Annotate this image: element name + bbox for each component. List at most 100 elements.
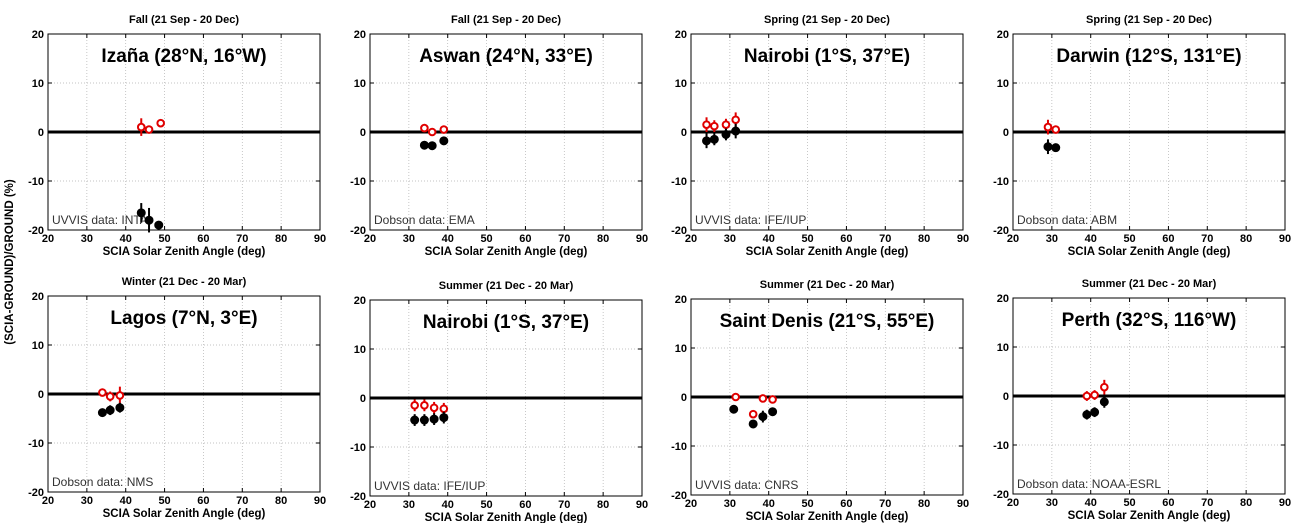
data-point [439,125,449,134]
x-tick-label: 90 [957,233,969,245]
data-point [144,125,154,134]
x-tick-label: 20 [42,233,54,245]
x-axis-label: SCIA Solar Zenith Angle (deg) [103,246,266,258]
x-tick-label: 70 [879,233,891,245]
data-point [136,122,146,132]
data-point [768,407,778,417]
panel-1: 20 30 40 50 60 70 80 90 20 10 0 -10 -20 Fall (21 Sep … [28,14,326,258]
x-tick-label: 40 [763,233,775,245]
station-title: Izaña (28°N, 16°W) [101,46,266,67]
x-tick-label: 90 [636,233,648,245]
y-tick-label: 0 [681,392,687,404]
x-tick-label: 50 [480,233,492,245]
y-tick-label: 10 [997,78,1009,90]
x-tick-label: 60 [1162,497,1174,509]
y-tick-label: -10 [671,176,687,188]
x-tick-label: 50 [1123,497,1135,509]
station-title: Aswan (24°N, 33°E) [419,46,593,67]
y-tick-label: -10 [28,438,44,450]
data-point [136,208,146,218]
y-tick-label: -10 [671,441,687,453]
data-point [105,392,115,401]
data-point [420,401,429,410]
panel-5: 20 30 40 50 60 70 80 90 20 10 0 -10 -20 Winter (21 De… [28,276,326,520]
x-tick-label: 70 [1201,497,1213,509]
data-series-2 [729,404,778,429]
panel-3: 20 30 40 50 60 70 80 90 20 10 0 -10 -20 Spring (21 Se… [671,14,969,258]
data-source-note: Dobson data: NOAA-ESRL [1017,477,1161,491]
data-series-2 [136,203,164,233]
y-tick-label: -10 [350,176,366,188]
x-axis-label: SCIA Solar Zenith Angle (deg) [746,246,909,258]
y-tick-label: 20 [354,295,366,307]
data-point [419,415,429,425]
data-series-1 [1082,379,1109,401]
x-tick-label: 90 [314,233,326,245]
season-title: Fall (21 Sep - 20 Dec) [129,14,239,26]
data-point [105,405,115,415]
y-tick-label: -20 [350,491,366,503]
data-point [729,404,739,414]
y-tick-label: 0 [681,127,687,139]
y-tick-label: 20 [675,294,687,306]
panel-8: 20 30 40 50 60 70 80 90 20 10 0 -10 -20 Summer (21 De… [993,278,1291,522]
data-point [427,127,437,137]
y-tick-label: 20 [675,29,687,41]
data-point [710,121,719,131]
x-tick-label: 60 [197,233,209,245]
data-point [721,129,731,139]
data-point [748,419,758,429]
data-series-2 [97,402,125,418]
y-tick-label: 20 [997,293,1009,305]
y-tick-label: -20 [671,490,687,502]
x-axis-label: SCIA Solar Zenith Angle (deg) [1068,510,1231,522]
x-tick-label: 20 [1007,497,1019,509]
x-tick-label: 20 [685,233,697,245]
data-point [731,126,741,136]
x-tick-label: 60 [197,495,209,507]
x-axis-label: SCIA Solar Zenith Angle (deg) [425,512,588,523]
x-axis-label: SCIA Solar Zenith Angle (deg) [425,246,588,258]
y-tick-label: 0 [1003,391,1009,403]
data-point [410,415,420,425]
station-title: Saint Denis (21°S, 55°E) [720,311,935,332]
x-tick-label: 80 [918,233,930,245]
data-series-2 [419,136,449,151]
x-tick-label: 60 [840,233,852,245]
x-tick-label: 80 [1240,497,1252,509]
y-tick-label: -10 [350,442,366,454]
x-tick-label: 60 [519,499,531,511]
data-point [429,403,439,413]
y-tick-label: -10 [993,176,1009,188]
panel-4: 20 30 40 50 60 70 80 90 20 10 0 -10 -20 Spring (21 Se… [993,14,1291,258]
y-tick-label: -20 [28,225,44,237]
data-point [702,136,712,146]
x-axis-label: SCIA Solar Zenith Angle (deg) [746,511,909,523]
y-tick-label: 10 [354,78,366,90]
season-title: Summer (21 Dec - 20 Mar) [439,280,574,292]
data-point [439,404,449,414]
x-tick-label: 50 [801,233,813,245]
data-series-1 [1043,119,1061,135]
data-point [1043,142,1053,152]
x-tick-label: 20 [1007,233,1019,245]
y-tick-label: 20 [354,29,366,41]
x-tick-label: 90 [314,495,326,507]
season-title: Winter (21 Dec - 20 Mar) [122,276,247,288]
figure-y-axis-label: (SCIA-GROUND)/GROUND (%) [4,179,16,345]
data-point [748,409,758,419]
y-tick-label: 20 [997,29,1009,41]
x-tick-label: 40 [442,233,454,245]
x-tick-label: 90 [957,498,969,510]
data-point [1051,125,1061,134]
x-tick-label: 50 [158,495,170,507]
data-source-note: Dobson data: NMS [52,475,153,489]
data-point [731,115,740,125]
y-tick-label: -20 [350,225,366,237]
data-point [144,215,154,225]
data-point [154,220,164,230]
x-tick-label: 50 [480,499,492,511]
x-tick-label: 80 [597,499,609,511]
y-tick-label: -10 [28,176,44,188]
panel-7: 20 30 40 50 60 70 80 90 20 10 0 -10 -20 Summer (21 De… [671,279,969,523]
